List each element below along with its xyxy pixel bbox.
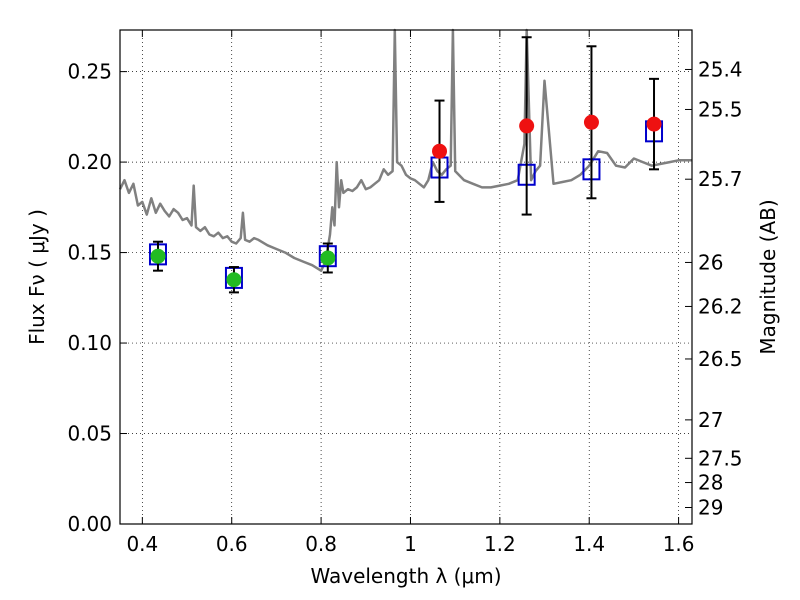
x-tick-label: 1.4 xyxy=(573,532,605,556)
model-photometry-series xyxy=(148,120,664,289)
x-tick-label: 1.6 xyxy=(663,532,695,556)
x-tick-label: 1.2 xyxy=(484,532,516,556)
x-tick-label: 0.4 xyxy=(126,532,158,556)
magnitude-tick-label: 26.2 xyxy=(698,294,743,318)
magnitude-tick-label: 25.7 xyxy=(698,167,743,191)
green-data-point xyxy=(320,250,336,266)
x-axis-label: Wavelength λ (μm) xyxy=(310,564,501,588)
magnitude-tick-label: 26 xyxy=(698,250,723,274)
magnitude-tick-label: 25.5 xyxy=(698,97,743,121)
axis-ticks xyxy=(120,30,692,525)
grid-lines xyxy=(120,30,692,525)
y-tick-label: 0.15 xyxy=(67,241,112,265)
y-tick-label: 0.05 xyxy=(67,422,112,446)
red-data-point xyxy=(646,116,662,132)
observed-photometry-series xyxy=(150,36,662,294)
green-data-point xyxy=(150,248,166,264)
spectrum-line xyxy=(118,28,692,272)
x-tick-label: 1 xyxy=(404,532,417,556)
y-tick-label: 0.00 xyxy=(67,512,112,536)
red-data-point xyxy=(432,143,448,159)
magnitude-tick-label: 27.5 xyxy=(698,446,743,470)
y-axis-label: Flux Fν ( μJy ) xyxy=(25,209,49,345)
magnitude-tick-label: 25.4 xyxy=(698,57,743,81)
magnitude-tick-label: 26.5 xyxy=(698,347,743,371)
x-tick-label: 0.6 xyxy=(216,532,248,556)
magnitude-tick-label: 29 xyxy=(698,495,723,519)
plot-frame xyxy=(119,29,693,525)
right-axis-label: Magnitude (AB) xyxy=(756,199,780,354)
y-tick-label: 0.10 xyxy=(67,331,112,355)
magnitude-tick-label: 27 xyxy=(698,408,723,432)
x-tick-label: 0.8 xyxy=(305,532,337,556)
magnitude-tick-label: 28 xyxy=(698,471,723,495)
model-spectrum-series xyxy=(118,28,692,272)
x-tick-labels: 0.4 0.6 0.8 1 1.2 1.4 1.6 xyxy=(126,532,694,556)
y-tick-label: 0.20 xyxy=(67,150,112,174)
green-data-point xyxy=(226,272,242,288)
red-data-point xyxy=(583,114,599,130)
red-data-point xyxy=(519,118,535,134)
y-tick-label: 0.25 xyxy=(67,60,112,84)
y-tick-labels: 0.00 0.05 0.10 0.15 0.20 0.25 xyxy=(67,60,112,536)
